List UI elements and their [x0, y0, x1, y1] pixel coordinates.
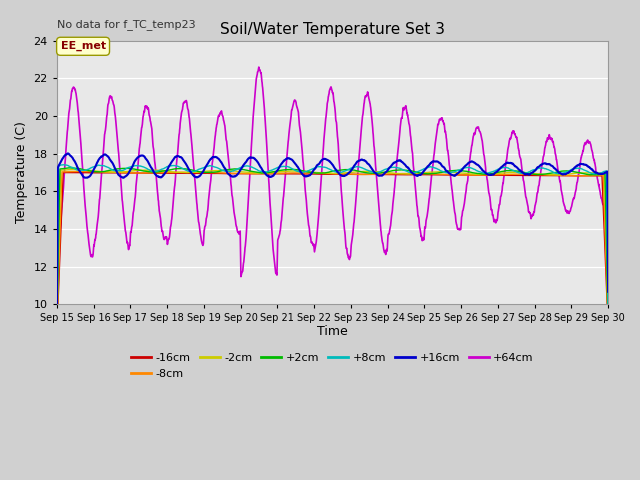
X-axis label: Time: Time [317, 324, 348, 338]
Text: EE_met: EE_met [61, 41, 106, 51]
Title: Soil/Water Temperature Set 3: Soil/Water Temperature Set 3 [220, 22, 445, 37]
Text: No data for f_TC_temp23: No data for f_TC_temp23 [57, 19, 195, 30]
Y-axis label: Temperature (C): Temperature (C) [15, 121, 28, 223]
Legend: -16cm, -8cm, -2cm, +2cm, +8cm, +16cm, +64cm: -16cm, -8cm, -2cm, +2cm, +8cm, +16cm, +6… [127, 348, 538, 383]
